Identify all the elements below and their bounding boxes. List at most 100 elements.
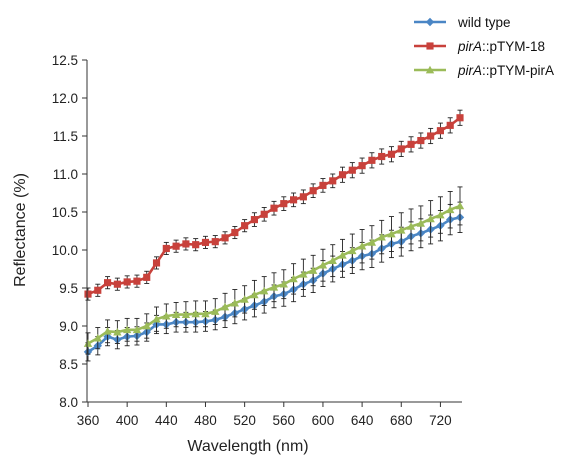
y-tick-label: 9.0 [59, 319, 78, 334]
y-tick-label: 8.5 [59, 357, 78, 372]
y-tick-label: 8.0 [59, 395, 78, 410]
data-point [407, 140, 415, 148]
data-point [241, 222, 249, 230]
data-point [143, 273, 151, 281]
x-tick-label: 600 [312, 413, 335, 428]
data-point [269, 283, 279, 291]
data-point [427, 132, 435, 140]
data-point [172, 242, 180, 250]
data-point [122, 325, 132, 334]
data-point [348, 246, 357, 255]
data-point [328, 256, 337, 264]
data-point [211, 307, 220, 315]
data-point [367, 238, 377, 246]
data-point [308, 266, 318, 274]
series-2 [83, 186, 465, 355]
x-tick-label: 680 [390, 413, 413, 428]
data-point [260, 210, 268, 218]
data-point [446, 121, 454, 129]
legend-label-italic: pirA [457, 63, 482, 78]
data-point [211, 238, 219, 246]
y-tick-label: 10.5 [52, 205, 78, 220]
y-tick-label: 11.0 [53, 167, 78, 182]
ticks: 8.0 8.5 9.0 9.5 10.0 10.5 11.0 11.5 12.0 12.5 360 4… [52, 53, 452, 428]
data-point [201, 309, 210, 318]
data-point [113, 327, 122, 336]
data-point [250, 216, 258, 224]
data-point [123, 278, 131, 286]
x-tick-label: 480 [194, 413, 217, 428]
data-point [299, 270, 308, 278]
data-point [181, 310, 191, 318]
data-point [456, 114, 464, 122]
data-point [152, 259, 161, 267]
data-point [290, 196, 298, 204]
data-point [270, 204, 278, 212]
data-point [329, 177, 337, 185]
data-point [417, 136, 425, 145]
data-point [133, 277, 141, 285]
data-point [378, 152, 386, 161]
series-1 [84, 109, 464, 301]
x-tick-label: 520 [233, 413, 256, 428]
data-point [220, 302, 230, 311]
data-point [162, 311, 171, 320]
data-point [319, 181, 327, 189]
data-point [231, 228, 239, 237]
legend-label-text: wild type [457, 15, 511, 30]
data-point [387, 150, 396, 158]
y-tick-label: 10.0 [52, 243, 78, 258]
data-point [279, 280, 288, 288]
data-point [240, 295, 249, 303]
data-point [142, 321, 151, 330]
data-point [182, 240, 190, 248]
data-point [436, 127, 444, 135]
data-point [152, 314, 161, 323]
series-layer [83, 109, 465, 362]
y-tick-label: 12.5 [52, 53, 78, 68]
data-point [192, 241, 200, 249]
data-point [309, 187, 317, 195]
data-point [455, 201, 465, 210]
data-point [397, 226, 406, 234]
legend-label: pirA::pTYM-pirA [457, 63, 554, 78]
data-point [162, 244, 170, 253]
data-point [357, 242, 367, 250]
data-point [113, 280, 121, 288]
y-tick-label: 9.5 [59, 281, 78, 296]
legend-marker [426, 42, 434, 50]
legend-marker [425, 65, 435, 74]
legend-item-1: pirA::pTYM-18 [414, 39, 545, 54]
legend-item-0: wild type [414, 15, 511, 30]
data-point [260, 286, 269, 295]
data-point [132, 325, 142, 334]
data-point [416, 219, 426, 227]
x-tick-label: 440 [155, 413, 178, 428]
data-point [191, 309, 200, 318]
data-point [406, 222, 416, 230]
x-tick-label: 640 [351, 413, 374, 428]
data-point [377, 232, 386, 241]
y-tick-label: 11.5 [53, 129, 78, 144]
legend-label-text: ::pTYM-18 [482, 39, 545, 54]
y-tick-label: 12.0 [52, 91, 78, 106]
data-point [103, 327, 112, 335]
legend-label: wild type [457, 15, 511, 30]
data-point [83, 339, 93, 347]
data-point [250, 290, 259, 299]
data-point [230, 299, 240, 307]
axes [86, 60, 462, 403]
x-axis-title: Wavelength (nm) [187, 438, 308, 455]
legend-marker [425, 17, 435, 27]
x-tick-label: 360 [77, 413, 100, 428]
data-point [289, 274, 298, 283]
data-point [436, 210, 445, 219]
data-point [171, 310, 181, 318]
data-point [426, 214, 435, 223]
legend-label: pirA::pTYM-18 [457, 39, 545, 54]
data-point [318, 261, 328, 269]
data-point [93, 333, 102, 342]
data-point [397, 145, 405, 153]
data-point [387, 229, 396, 238]
